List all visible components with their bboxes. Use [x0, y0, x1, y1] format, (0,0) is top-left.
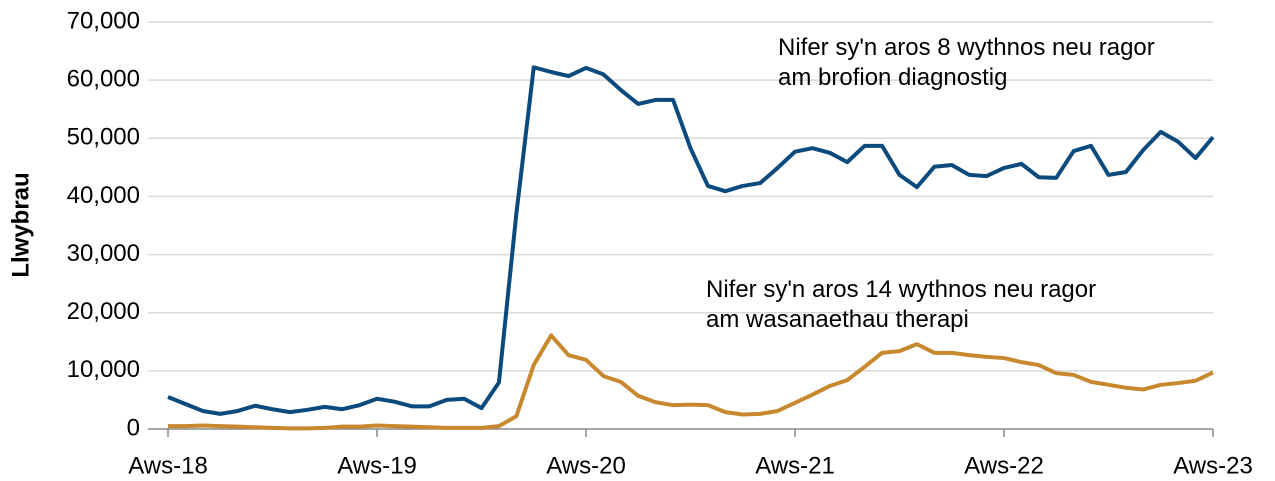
- y-tick-label: 70,000: [67, 7, 140, 34]
- y-tick-label: 50,000: [67, 124, 140, 151]
- x-tick-label: Aws-21: [755, 452, 835, 479]
- y-axis-title: Llwybrau: [7, 172, 34, 277]
- x-tick-label: Aws-18: [128, 452, 208, 479]
- y-tick-label: 10,000: [67, 356, 140, 383]
- x-tick-label: Aws-23: [1173, 452, 1253, 479]
- series-annotation: Nifer sy'n aros 14 wythnos neu ragor am …: [706, 276, 1097, 333]
- x-tick-label: Aws-22: [964, 452, 1044, 479]
- y-tick-label: 60,000: [67, 65, 140, 92]
- y-tick-label: 40,000: [67, 182, 140, 209]
- x-tick-label: Aws-20: [546, 452, 626, 479]
- y-tick-label: 20,000: [67, 298, 140, 325]
- y-tick-label: 30,000: [67, 240, 140, 267]
- series-line: [168, 333, 1214, 431]
- y-tick-label: 0: [127, 414, 140, 441]
- series-annotation: Nifer sy'n aros 8 wythnos neu ragor am b…: [778, 34, 1155, 91]
- x-tick-label: Aws-19: [337, 452, 417, 479]
- series-line: [167, 65, 1215, 416]
